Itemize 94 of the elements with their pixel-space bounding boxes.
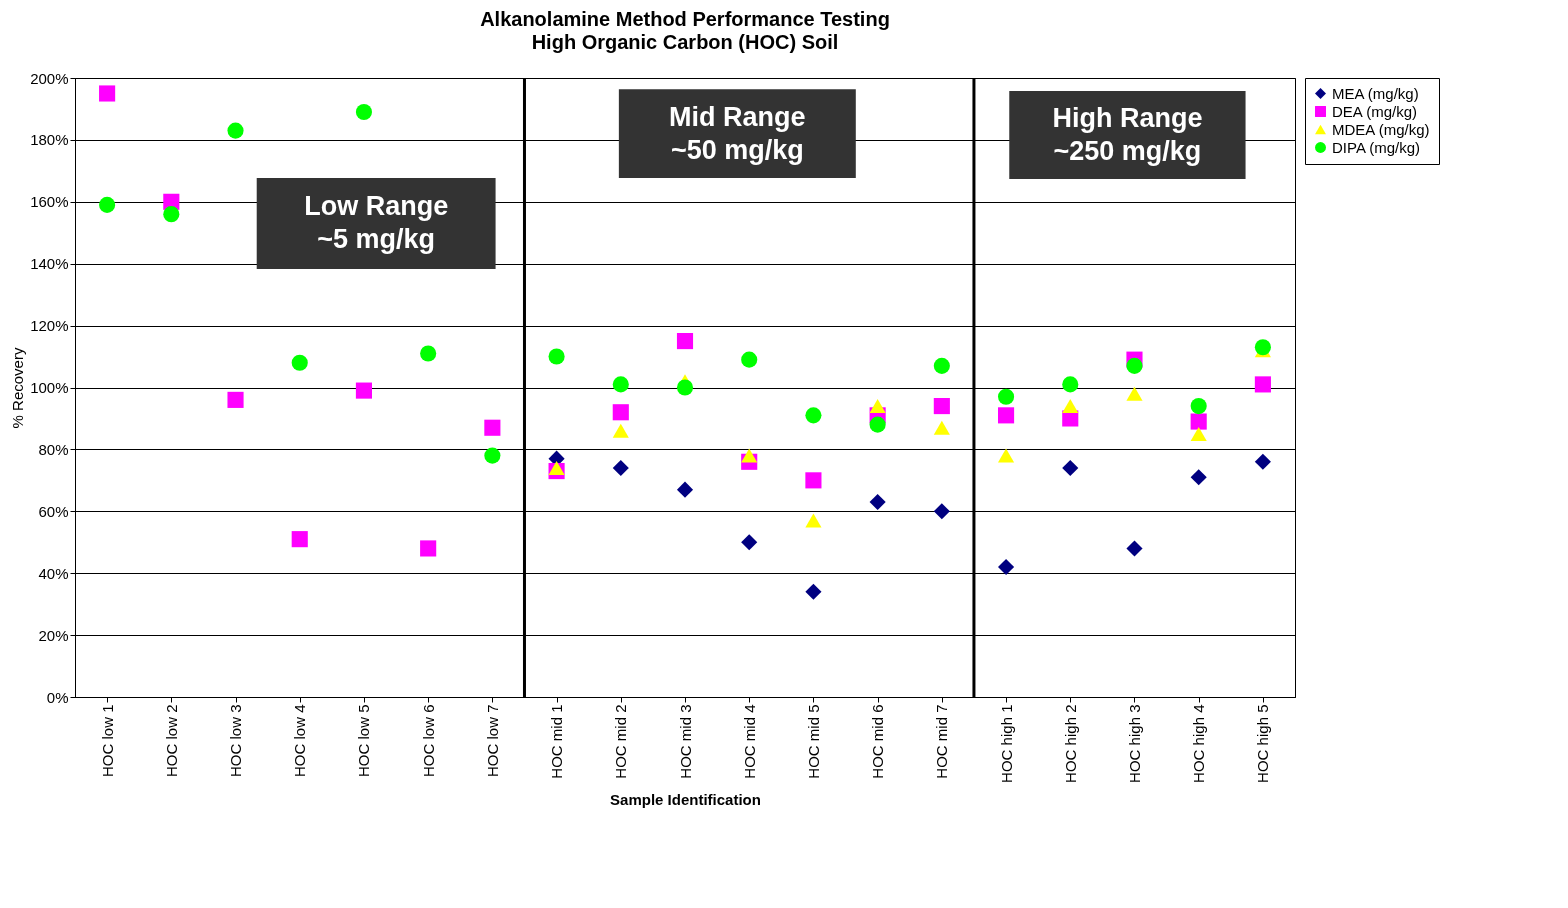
x-tick-label: HOC low 4 [291, 704, 309, 778]
x-tick-label: HOC low 2 [162, 704, 180, 778]
point [869, 399, 886, 414]
legend-label: DIPA (mg/kg) [1332, 138, 1421, 156]
y-tick-label: 180% [30, 131, 69, 149]
point [227, 391, 244, 408]
y-tick-label: 120% [30, 317, 69, 335]
point [355, 104, 373, 121]
x-tick-label: HOC low 5 [355, 704, 373, 778]
point [99, 196, 116, 213]
point [1062, 459, 1079, 477]
point [1254, 453, 1271, 470]
y-axis-title: % Recovery [9, 347, 27, 429]
y-tick-label: 200% [30, 69, 69, 87]
point [997, 448, 1015, 463]
point [548, 460, 565, 475]
x-tick-label: HOC high 5 [1254, 704, 1272, 783]
legend-label: DEA (mg/kg) [1332, 102, 1418, 120]
annotation: Low Range ~5 mg/kg [304, 191, 449, 255]
point [741, 351, 758, 368]
point [99, 85, 116, 102]
point [484, 419, 501, 436]
x-tick-label: HOC low 6 [419, 704, 437, 778]
point [612, 376, 629, 393]
point [805, 472, 822, 489]
x-tick-label: HOC high 1 [997, 704, 1015, 783]
x-tick-label: HOC mid 7 [933, 704, 951, 779]
point [805, 513, 822, 528]
x-tick-label: HOC mid 2 [612, 704, 630, 779]
y-tick-label: 60% [38, 502, 69, 520]
annotation: High Range ~250 mg/kg [1052, 102, 1203, 166]
x-tick-label: HOC high 2 [1061, 704, 1079, 783]
point [997, 407, 1015, 424]
x-tick-label: HOC low 7 [483, 704, 501, 778]
point [869, 416, 886, 433]
point [420, 345, 437, 362]
point [805, 583, 822, 600]
point [741, 534, 758, 551]
point [933, 398, 950, 415]
y-tick-label: 100% [30, 379, 69, 396]
point [612, 423, 629, 438]
x-tick-label: HOC high 4 [1190, 704, 1208, 783]
x-tick-label: HOC mid 1 [548, 704, 566, 779]
x-tick-label: HOC mid 4 [740, 704, 758, 779]
point [420, 540, 437, 557]
point [1062, 399, 1079, 414]
point [1254, 376, 1271, 393]
point [997, 388, 1015, 405]
y-tick-label: 140% [30, 255, 69, 273]
point [163, 206, 180, 223]
legend-label: MDEA (mg/kg) [1332, 120, 1430, 138]
point [805, 407, 822, 424]
y-tick-label: 20% [38, 626, 69, 644]
point [612, 404, 629, 421]
point [1254, 339, 1271, 356]
point [1126, 357, 1143, 374]
point [933, 420, 950, 435]
point [355, 382, 373, 399]
y-tick-label: 160% [30, 193, 69, 211]
point [933, 357, 950, 374]
point [676, 379, 694, 396]
chart-subtitle: High Organic Carbon (HOC) Soil [531, 31, 839, 53]
x-tick-label: HOC low 3 [227, 704, 245, 778]
point [1126, 540, 1143, 557]
annotation: Mid Range ~50 mg/kg [669, 101, 806, 165]
point [1062, 376, 1079, 393]
x-tick-label: HOC mid 5 [804, 704, 822, 779]
chart-title: Alkanolamine Method Performance Testing [480, 8, 890, 30]
x-axis-title: Sample Identification [610, 790, 761, 808]
point [227, 122, 244, 139]
point [291, 354, 308, 371]
point [741, 448, 758, 463]
point [1126, 386, 1143, 401]
x-tick-label: HOC low 1 [98, 704, 116, 778]
y-tick-label: 80% [38, 440, 69, 458]
point [933, 503, 950, 520]
point [548, 348, 565, 365]
point [1190, 398, 1207, 415]
point [676, 481, 694, 498]
point [869, 493, 886, 511]
x-tick-label: HOC high 3 [1125, 704, 1143, 783]
point [484, 447, 501, 464]
y-tick-label: 0% [46, 688, 69, 706]
point [676, 333, 694, 350]
point [1190, 469, 1207, 486]
x-tick-label: HOC mid 3 [676, 704, 694, 779]
y-tick-label: 40% [38, 564, 69, 582]
point [612, 459, 629, 477]
point [997, 558, 1015, 576]
x-tick-label: HOC mid 6 [869, 704, 887, 779]
point [1190, 413, 1207, 430]
point [291, 531, 308, 548]
point [1190, 426, 1207, 441]
legend-label: MEA (mg/kg) [1332, 84, 1419, 102]
